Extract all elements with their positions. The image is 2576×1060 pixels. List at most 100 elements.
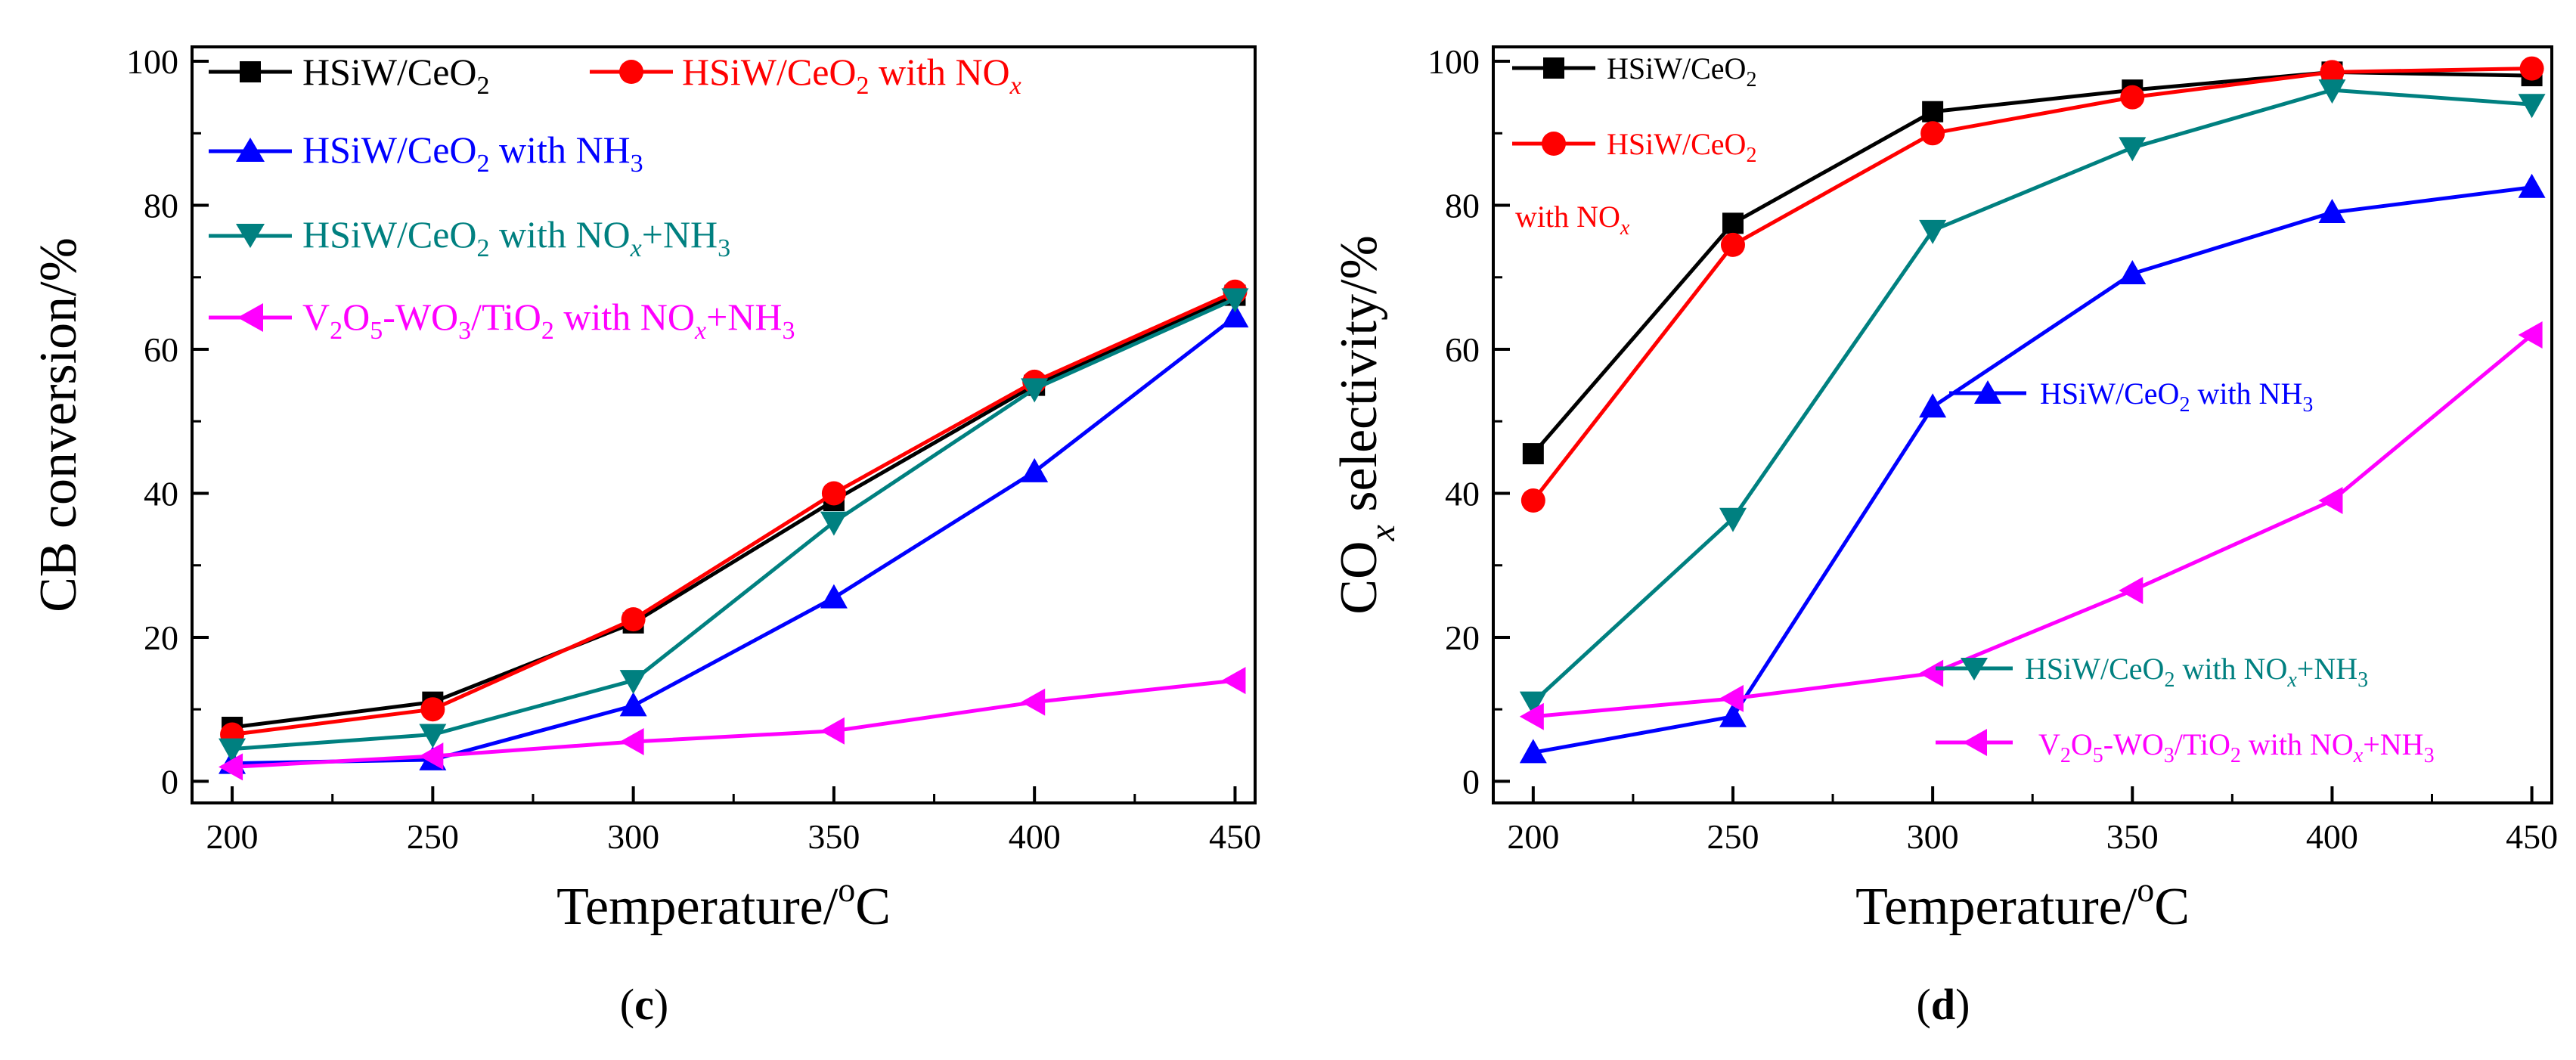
data-point <box>1719 702 1747 727</box>
legend-label: HSiW/CeO2 with NOx <box>682 51 1021 100</box>
y-tick-label: 20 <box>144 618 178 657</box>
legend-marker-circle <box>619 60 643 84</box>
series-layer <box>219 279 1249 781</box>
data-point <box>2518 173 2546 198</box>
plot-frame <box>191 45 1257 804</box>
data-point <box>419 724 447 749</box>
legend-label: HSiW/CeO2 with NOx+NH3 <box>302 213 730 262</box>
y-axis-title: COx selectivity/% <box>1330 235 1403 615</box>
x-tick-label: 450 <box>2506 817 2558 856</box>
x-tick-label: 200 <box>1507 817 1559 856</box>
series-hsiw-ceo2-with-nox-nh3 <box>219 288 1249 763</box>
series-hsiw-ceo2-with-nox-nh3 <box>1519 79 2546 716</box>
data-point <box>1719 684 1744 712</box>
data-point <box>1221 667 1246 695</box>
legend-marker-circle <box>1542 132 1566 156</box>
data-point <box>1519 691 1547 716</box>
label-marker-triangle-left <box>1963 729 1987 756</box>
x-tick-label: 350 <box>808 817 860 856</box>
data-point <box>1519 739 1547 764</box>
data-point <box>1522 443 1544 465</box>
legend-entry-hsiw-ceo2-nox-nh3: HSiW/CeO2 with NOx+NH3 <box>209 213 730 262</box>
data-point <box>1021 457 1049 482</box>
legend-label: HSiW/CeO2 with NH3 <box>302 129 643 178</box>
series-hsiw-ceo2-with-nh3 <box>1519 173 2546 764</box>
x-tick-label: 200 <box>206 817 259 856</box>
series-hsiw-ceo2 <box>222 284 1246 738</box>
legend-entry-hsiw-ceo2: HSiW/CeO2 <box>1512 51 1756 91</box>
x-tick-label: 250 <box>407 817 459 856</box>
series-v2o5-wo3-tio2-with-nox-nh3 <box>219 667 1246 781</box>
data-point <box>1520 488 1545 513</box>
data-point <box>1922 101 1944 122</box>
legend-marker-triangle-down <box>236 224 265 248</box>
y-tick-label: 60 <box>1445 330 1480 369</box>
label-hsiw-ceo2-nox-nh3: HSiW/CeO2 with NOx+NH3 <box>1936 652 2368 692</box>
tick-labels: 200 250 300 350 400 450 0 20 40 60 80 100 <box>126 42 1261 856</box>
legend-marker-square <box>1543 57 1564 79</box>
x-tick-label: 450 <box>1209 817 1261 856</box>
label-marker-triangle-down <box>1961 658 1988 680</box>
data-point <box>619 670 647 695</box>
label-text: HSiW/CeO2 with NOx+NH3 <box>2025 652 2368 692</box>
data-point <box>619 692 647 717</box>
legend-marker-triangle-up <box>236 138 265 162</box>
data-point <box>820 584 848 609</box>
legend-marker-square <box>240 61 261 82</box>
data-point <box>1919 659 1944 687</box>
x-axis-title: Temperature/oC <box>556 870 891 936</box>
data-point <box>2518 321 2543 349</box>
y-axis-title: CB conversion/% <box>29 237 88 612</box>
legend-entry-v2o5-wo3-tio2: V2O5-WO3/TiO2 with NOx+NH3 <box>209 296 795 345</box>
x-axis-title: Temperature/oC <box>1855 870 2190 936</box>
data-point <box>1519 702 1544 730</box>
x-tick-label: 300 <box>1907 817 1959 856</box>
legend-label: HSiW/CeO2 <box>1607 51 1756 91</box>
data-point <box>619 728 644 756</box>
label-text: HSiW/CeO2 with NH3 <box>2040 377 2313 417</box>
legend-marker-triangle-left <box>237 303 263 332</box>
data-point <box>2318 487 2343 514</box>
data-point <box>1720 232 1745 257</box>
label-hsiw-ceo2-nh3: HSiW/CeO2 with NH3 <box>1949 377 2313 417</box>
data-point <box>2119 577 2144 605</box>
x-tick-label: 300 <box>607 817 659 856</box>
data-point <box>2119 260 2147 284</box>
data-point <box>420 697 445 722</box>
data-point <box>2120 85 2145 110</box>
series-line <box>231 678 1235 769</box>
series-line <box>1532 88 2532 704</box>
data-point <box>820 511 848 536</box>
data-point <box>621 607 646 632</box>
data-point <box>1722 212 1744 234</box>
x-tick-label: 250 <box>1706 817 1759 856</box>
data-point <box>1920 121 1945 146</box>
data-point <box>2318 199 2346 224</box>
x-tick-label: 400 <box>1009 817 1061 856</box>
data-point <box>1021 378 1049 403</box>
series-hsiw-ceo2-with-nox <box>1520 56 2544 513</box>
legend-entry-hsiw-ceo2: HSiW/CeO2 <box>209 51 490 100</box>
y-tick-label: 60 <box>144 330 178 369</box>
x-tick-label: 350 <box>2106 817 2159 856</box>
data-point <box>1221 303 1249 328</box>
label-text: V2O5-WO3/TiO2 with NOx+NH3 <box>2038 727 2435 767</box>
series-line <box>1533 185 2532 755</box>
series-line <box>231 297 1236 752</box>
data-point <box>419 742 444 770</box>
series-line <box>231 293 1236 730</box>
y-tick-label: 40 <box>1445 474 1480 513</box>
series-line <box>232 315 1236 766</box>
plot-frame <box>1492 45 2553 804</box>
label-marker-triangle-up <box>1974 380 2001 404</box>
panel-label-d: (d) <box>1917 980 1970 1029</box>
legend-entry-hsiw-ceo2-nh3: HSiW/CeO2 with NH3 <box>209 129 643 178</box>
legend-label: HSiW/CeO2 <box>302 51 490 100</box>
tick-marks <box>192 60 1237 803</box>
data-point <box>1919 219 1947 244</box>
data-point <box>219 753 243 781</box>
panel-d: 200 250 300 350 400 450 0 20 40 60 80 100 Temperatu… <box>1330 42 2558 1029</box>
series-line <box>231 290 1236 737</box>
legend: HSiW/CeO2 HSiW/CeO2 with NOx HSiW/CeO2 w… <box>209 51 1021 345</box>
y-tick-label: 0 <box>161 762 178 801</box>
